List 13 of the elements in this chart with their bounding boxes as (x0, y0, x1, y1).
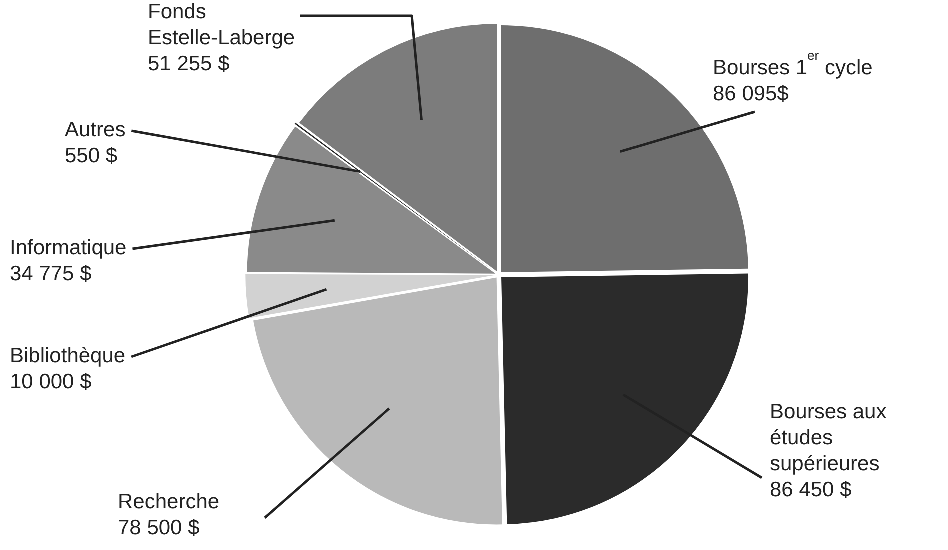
slice-label: Recherche (118, 490, 220, 514)
data-label: 78 500 $ (118, 516, 200, 540)
slice-label: Autres (65, 118, 126, 142)
slice-label: Fonds Estelle-Laberge (148, 0, 296, 50)
data-label: 86 095$ (713, 82, 790, 106)
data-label: 10 000 $ (10, 370, 92, 394)
data-label: 34 775 $ (10, 262, 92, 286)
slice-label: Informatique (10, 236, 127, 260)
slice-label: Bourses aux études supérieures (770, 400, 888, 476)
data-label: 550 $ (65, 144, 118, 168)
slice-label: Bibliothèque (10, 344, 126, 368)
data-label: 51 255 $ (148, 52, 230, 76)
data-label: 86 450 $ (770, 478, 852, 502)
